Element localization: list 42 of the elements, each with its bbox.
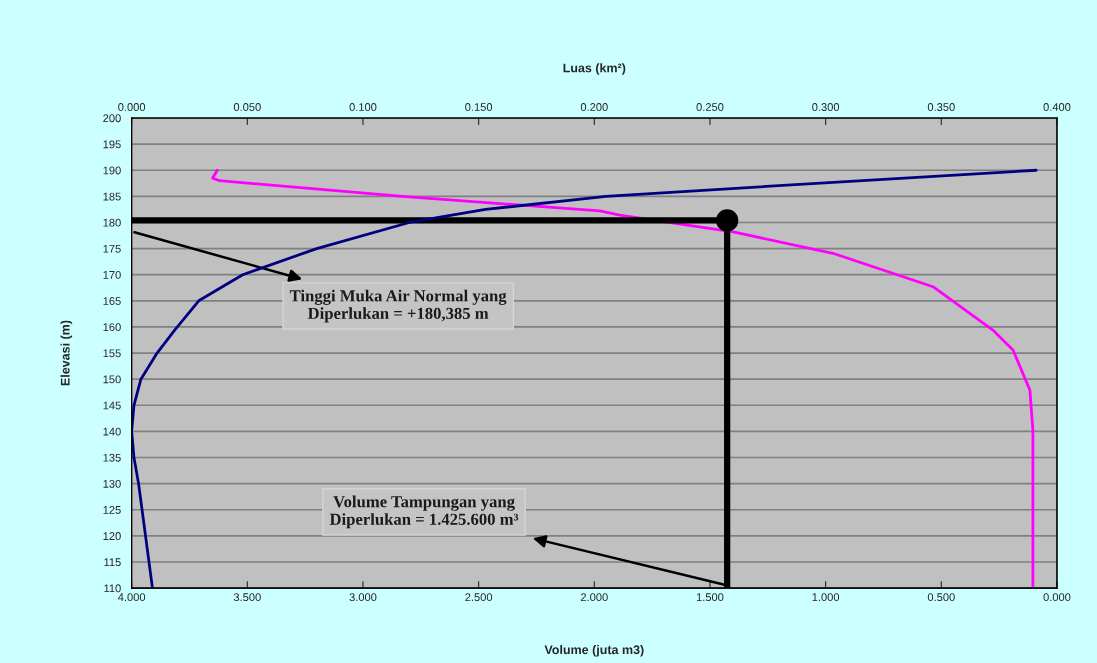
y-tick-label: 155 — [103, 349, 121, 358]
y-tick-label: 160 — [103, 323, 121, 332]
x2-axis-title: Luas (km²) — [563, 63, 626, 75]
x-tick-label: 1.000 — [812, 593, 840, 602]
x-tick-label: 3.500 — [233, 593, 261, 602]
x-tick-label: 0.000 — [1043, 593, 1071, 602]
y-tick-label: 180 — [103, 218, 121, 227]
x-tick-label: 0.500 — [927, 593, 955, 602]
x2-tick-label: 0.150 — [465, 103, 493, 111]
x2-tick-label: 0.050 — [233, 103, 261, 111]
y-tick-label: 115 — [104, 558, 121, 567]
y-tick-label: 145 — [103, 401, 121, 410]
annotation: Volume Tampungan yang Diperlukan = 1.425.600 m³ — [329, 495, 519, 529]
x-tick-label: 2.500 — [465, 593, 493, 602]
y-tick-label: 135 — [103, 453, 121, 462]
x2-tick-label: 0.300 — [812, 103, 840, 111]
x-axis-title: Volume (juta m3) — [544, 644, 644, 657]
y-tick-label: 150 — [103, 375, 121, 384]
y-tick-label: 130 — [103, 479, 121, 488]
y-tick-label: 185 — [103, 192, 121, 201]
y-tick-label: 200 — [103, 114, 121, 123]
x2-tick-label: 0.100 — [349, 103, 377, 111]
y-tick-label: 195 — [103, 140, 121, 149]
x2-tick-label: 0.200 — [580, 103, 608, 111]
x2-tick-label: 0.250 — [696, 103, 724, 111]
y-tick-label: 175 — [103, 244, 121, 253]
x-tick-label: 4.000 — [117, 593, 146, 602]
x2-tick-label: 0.000 — [118, 103, 146, 111]
y-tick-label: 140 — [103, 427, 121, 436]
y-tick-label: 165 — [103, 297, 121, 305]
y-tick-label: 190 — [103, 166, 121, 175]
x-tick-label: 3.000 — [349, 593, 377, 602]
x2-tick-label: 0.350 — [927, 103, 955, 111]
y-axis-title: Elevasi (m) — [60, 320, 73, 386]
x-tick-label: 1.500 — [696, 593, 724, 602]
x-tick-label: 2.000 — [580, 593, 608, 602]
annotation: Tinggi Muka Air Normal yang Diperlukan = +180,385 m — [289, 289, 507, 323]
y-tick-label: 110 — [104, 584, 121, 593]
y-tick-label: 170 — [103, 270, 121, 279]
x2-tick-label: 0.400 — [1043, 103, 1071, 111]
y-tick-label: 120 — [103, 532, 121, 540]
y-tick-label: 125 — [103, 506, 121, 514]
